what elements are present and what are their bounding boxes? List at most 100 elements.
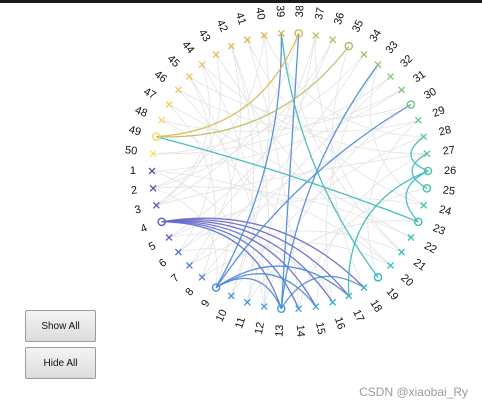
node-label-2: 2 [130, 184, 138, 197]
background-link-2-22 [153, 186, 412, 238]
node-marker-3[interactable] [152, 201, 160, 209]
link-25-27 [411, 153, 428, 189]
node-marker-14[interactable] [295, 305, 303, 313]
top-border [0, 0, 482, 3]
link-4-18 [161, 217, 365, 288]
node-marker-15[interactable] [312, 303, 320, 311]
node-marker-12[interactable] [260, 303, 268, 311]
node-marker-30[interactable] [406, 100, 416, 109]
link-9-15 [215, 273, 317, 307]
node-marker-49[interactable] [152, 132, 161, 141]
node-marker-29[interactable] [414, 116, 422, 124]
node-marker-50[interactable] [149, 150, 157, 158]
link-19-39 [280, 33, 379, 278]
node-marker-25[interactable] [422, 183, 432, 193]
show-all-button[interactable]: Show All [25, 310, 96, 342]
node-label-16: 16 [332, 316, 347, 331]
background-link-8-47 [168, 104, 216, 278]
background-link-7-34 [189, 54, 365, 266]
link-23-26 [405, 170, 429, 223]
node-marker-10[interactable] [227, 292, 235, 300]
node-marker-16[interactable] [329, 298, 337, 306]
node-label-49: 49 [127, 124, 142, 139]
node-label-30: 30 [422, 86, 439, 102]
node-marker-38[interactable] [294, 28, 303, 38]
node-marker-19[interactable] [373, 272, 383, 282]
node-marker-33[interactable] [374, 61, 382, 69]
node-marker-28[interactable] [420, 133, 428, 141]
node-label-41: 41 [233, 11, 248, 26]
node-marker-32[interactable] [387, 73, 395, 80]
node-marker-37[interactable] [312, 31, 320, 39]
node-marker-48[interactable] [158, 116, 166, 124]
node-marker-35[interactable] [344, 41, 354, 51]
background-link-34-50 [153, 54, 365, 155]
background-link-21-39 [280, 33, 402, 253]
link-4-13 [161, 221, 282, 309]
link-13-33 [280, 64, 379, 309]
background-link-27-44 [201, 64, 427, 155]
node-marker-45[interactable] [185, 73, 193, 80]
node-marker-7[interactable] [185, 262, 193, 269]
background-link-42-12 [230, 45, 270, 307]
background-links [151, 33, 428, 309]
node-marker-11[interactable] [243, 298, 251, 306]
node-label-21: 21 [411, 257, 428, 274]
node-marker-17[interactable] [345, 292, 353, 300]
background-link-2-9 [152, 187, 218, 288]
node-marker-41[interactable] [243, 36, 251, 44]
node-label-48: 48 [133, 104, 149, 120]
node-marker-39[interactable] [277, 29, 285, 37]
node-marker-9[interactable] [211, 283, 221, 292]
background-link-31-48 [161, 89, 402, 132]
node-label-29: 29 [431, 104, 447, 120]
background-link-24-41 [247, 39, 424, 206]
node-marker-18[interactable] [360, 284, 368, 291]
node-label-46: 46 [152, 68, 169, 85]
background-link-20-43 [215, 54, 391, 266]
node-marker-44[interactable] [198, 61, 206, 69]
node-marker-34[interactable] [360, 51, 368, 58]
node-marker-4[interactable] [157, 217, 167, 227]
node-marker-22[interactable] [407, 234, 415, 241]
node-marker-46[interactable] [174, 86, 182, 94]
background-link-43-3 [156, 54, 221, 206]
node-label-10: 10 [214, 308, 230, 324]
node-marker-21[interactable] [398, 248, 406, 256]
node-marker-24[interactable] [420, 201, 428, 209]
node-marker-2[interactable] [149, 184, 157, 192]
node-marker-8[interactable] [198, 273, 206, 281]
hide-all-button[interactable]: Hide All [25, 347, 96, 379]
node-label-26: 26 [444, 165, 456, 177]
node-marker-1[interactable] [148, 167, 156, 175]
highlighted-links [156, 33, 429, 310]
node-label-50: 50 [124, 144, 138, 157]
node-marker-27[interactable] [423, 150, 431, 158]
node-label-47: 47 [141, 86, 158, 102]
node-marker-42[interactable] [227, 42, 235, 50]
watermark: CSDN @xiaobai_Ry [359, 385, 468, 399]
link-38-49 [156, 33, 300, 138]
node-marker-26[interactable] [423, 166, 433, 176]
background-link-29-46 [178, 89, 419, 132]
node-label-4: 4 [139, 222, 149, 235]
node-label-25: 25 [442, 184, 456, 197]
node-marker-20[interactable] [387, 262, 395, 269]
node-label-38: 38 [294, 6, 307, 18]
background-link-6-14 [178, 248, 300, 309]
node-marker-6[interactable] [174, 248, 182, 256]
node-label-27: 27 [442, 144, 456, 157]
background-link-21-37 [315, 35, 402, 253]
node-marker-23[interactable] [413, 217, 423, 227]
node-marker-13[interactable] [276, 304, 286, 314]
node-marker-31[interactable] [398, 86, 406, 94]
node-marker-5[interactable] [165, 234, 173, 241]
node-marker-40[interactable] [260, 31, 268, 39]
node-markers [148, 28, 433, 314]
node-label-44: 44 [179, 39, 196, 56]
node-marker-47[interactable] [165, 101, 173, 108]
node-marker-43[interactable] [212, 51, 220, 58]
node-marker-36[interactable] [329, 36, 337, 44]
node-label-33: 33 [384, 39, 401, 56]
